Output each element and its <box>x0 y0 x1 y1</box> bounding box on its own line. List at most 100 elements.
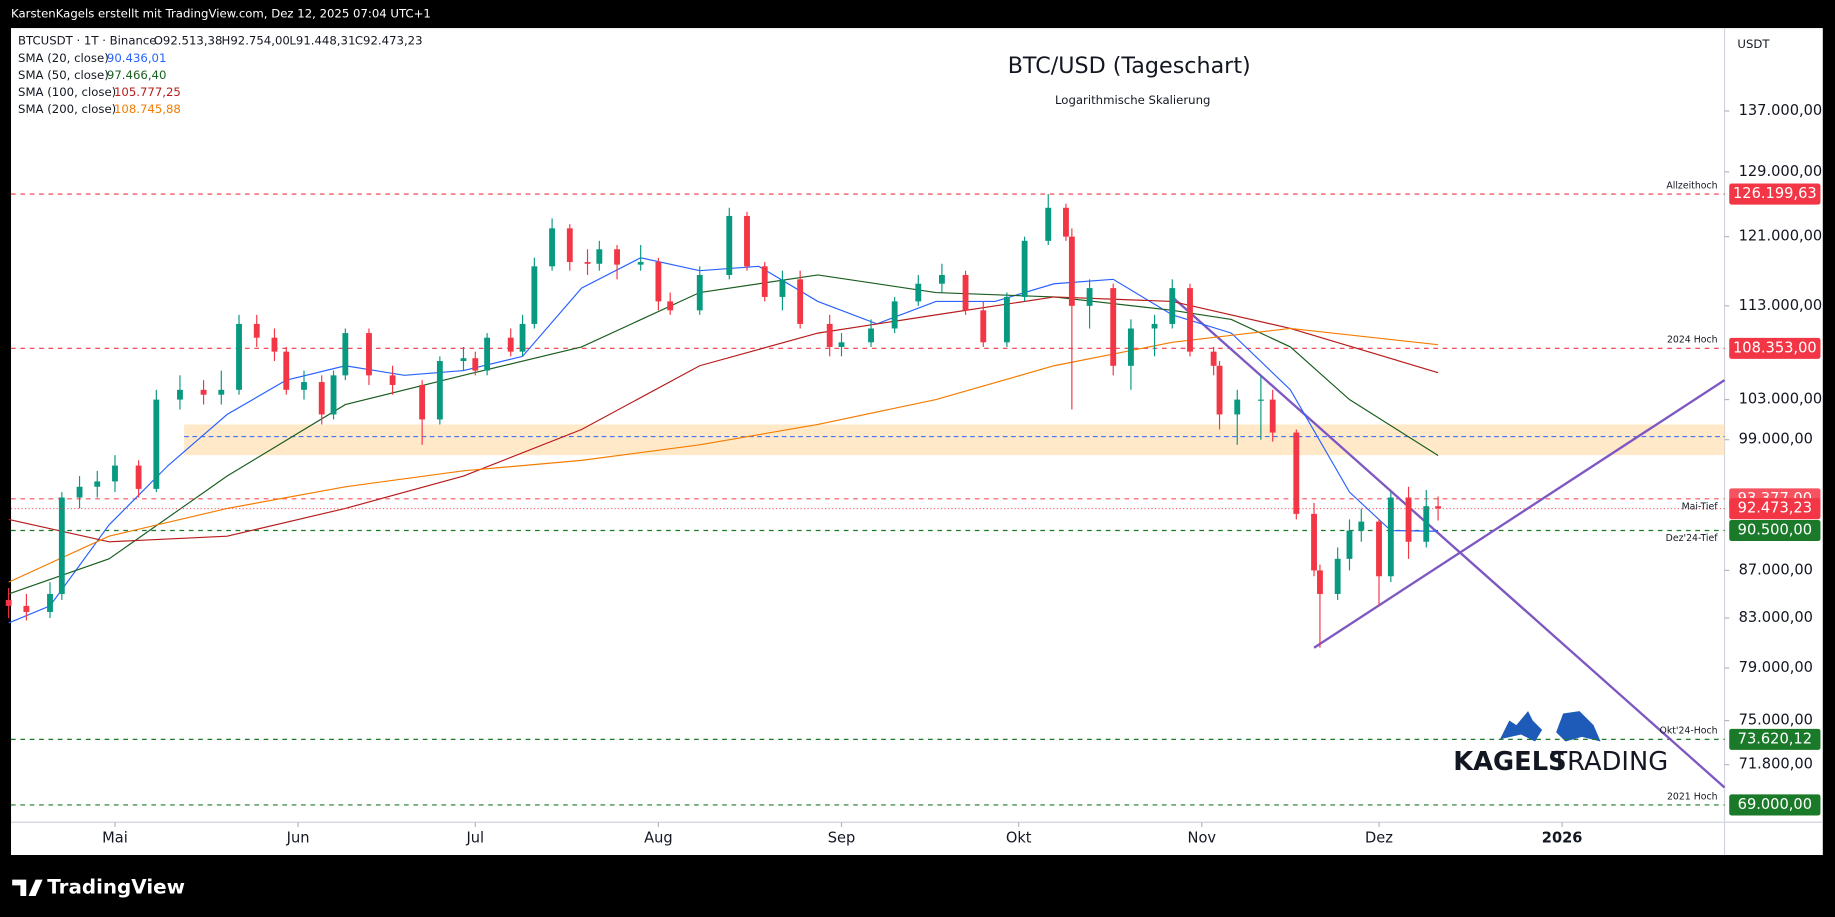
candle <box>696 266 703 315</box>
candle-body <box>915 283 922 302</box>
legend-value: 108.745,88 <box>114 102 181 116</box>
candle-body <box>761 266 768 297</box>
candle <box>236 314 242 395</box>
candle-body <box>253 323 260 338</box>
candle <box>112 455 118 493</box>
level-label: 73.620,12 <box>1738 730 1812 747</box>
candle-body <box>5 599 12 606</box>
candle-body <box>1376 521 1382 577</box>
y-tick-label: 79.000,00 <box>1739 659 1813 676</box>
x-tick-label: Okt <box>1006 830 1032 847</box>
candle <box>1405 486 1412 559</box>
logo-bear <box>1556 711 1601 742</box>
candle-body <box>980 310 987 343</box>
candle-body <box>1110 288 1117 366</box>
y-tick-label: 113.000,00 <box>1739 297 1823 314</box>
candle <box>915 274 922 306</box>
candle-body <box>891 301 898 329</box>
candle <box>1234 389 1241 445</box>
last-price-label: 92.473,23 <box>1738 500 1812 517</box>
candle-body <box>507 337 514 352</box>
candle <box>1086 279 1093 329</box>
candle-body <box>1435 506 1442 509</box>
y-tick-label: 121.000,00 <box>1739 228 1823 245</box>
candle <box>1358 508 1365 542</box>
candle-body <box>938 274 945 284</box>
candle <box>596 240 603 271</box>
logo-bull <box>1499 711 1543 742</box>
candle-body <box>1346 530 1353 559</box>
legend-name: SMA (100, close) <box>18 85 116 99</box>
candle <box>1045 194 1052 246</box>
candle-body <box>484 337 491 371</box>
candle-body <box>1086 288 1093 306</box>
x-tick-label: 2026 <box>1542 830 1583 847</box>
candle-body <box>112 465 118 482</box>
candle <box>1187 283 1193 357</box>
candle <box>366 328 372 385</box>
legend-name: SMA (20, close) <box>18 51 109 65</box>
candle <box>1068 228 1075 410</box>
level-name: Dez'24-Tief <box>1666 533 1719 544</box>
candle-body <box>584 262 591 264</box>
candle-body <box>436 361 443 420</box>
candle-body <box>1317 570 1323 594</box>
candle-body <box>1234 399 1241 415</box>
candle-body <box>614 249 620 265</box>
y-tick-label: 71.800,00 <box>1739 756 1813 773</box>
candle-body <box>726 215 733 275</box>
candle <box>218 370 225 405</box>
candle-body <box>519 323 526 352</box>
candle <box>1269 389 1276 442</box>
candle-body <box>1210 351 1217 366</box>
candle <box>200 380 207 405</box>
candle <box>980 301 987 347</box>
candle-body <box>531 266 538 324</box>
candle <box>58 492 65 600</box>
candle-body <box>1216 365 1223 415</box>
candle <box>1317 564 1323 648</box>
ohlc-header: C92.473,23 <box>355 33 423 47</box>
candle <box>744 211 750 271</box>
legend-name: SMA (50, close) <box>18 68 109 82</box>
candle <box>330 370 337 420</box>
candle <box>868 319 874 347</box>
candle <box>342 328 349 381</box>
candle-body <box>962 274 969 311</box>
candle <box>1151 314 1158 357</box>
candle-body <box>283 351 290 390</box>
candle <box>1257 375 1264 440</box>
candle <box>436 356 443 425</box>
legend-value: 97.466,40 <box>107 68 166 82</box>
candle-body <box>94 481 101 487</box>
candle <box>1387 492 1394 583</box>
candle <box>460 346 467 371</box>
candle <box>177 375 183 410</box>
candle-body <box>637 262 644 265</box>
candle <box>153 389 160 493</box>
candle-body <box>218 389 225 395</box>
candle-body <box>419 384 426 420</box>
y-tick-label: 129.000,00 <box>1739 163 1823 180</box>
candle-body <box>1257 399 1264 401</box>
ohlc-header: L91.448,31 <box>289 33 355 47</box>
ohlc-header: BTCUSDT · 1T · Binance <box>18 33 156 47</box>
candle <box>667 292 674 315</box>
candle-body <box>23 605 30 612</box>
candle <box>1293 429 1300 520</box>
sma-line <box>8 327 1439 583</box>
level-name: 2024 Hoch <box>1667 335 1718 346</box>
level-tag <box>1729 728 1821 750</box>
ohlc-header: O92.513,38 <box>154 33 223 47</box>
candle <box>797 270 804 329</box>
logo-text: TRADING <box>1550 747 1668 777</box>
candle <box>419 380 426 445</box>
candle <box>1423 489 1430 548</box>
candle-body <box>200 389 207 395</box>
candle-body <box>838 342 845 347</box>
candle-body <box>177 389 183 400</box>
chart-subtitle: Logarithmische Skalierung <box>1055 93 1210 107</box>
candle <box>23 593 30 621</box>
candle <box>1110 283 1117 376</box>
candle-body <box>1151 323 1158 329</box>
